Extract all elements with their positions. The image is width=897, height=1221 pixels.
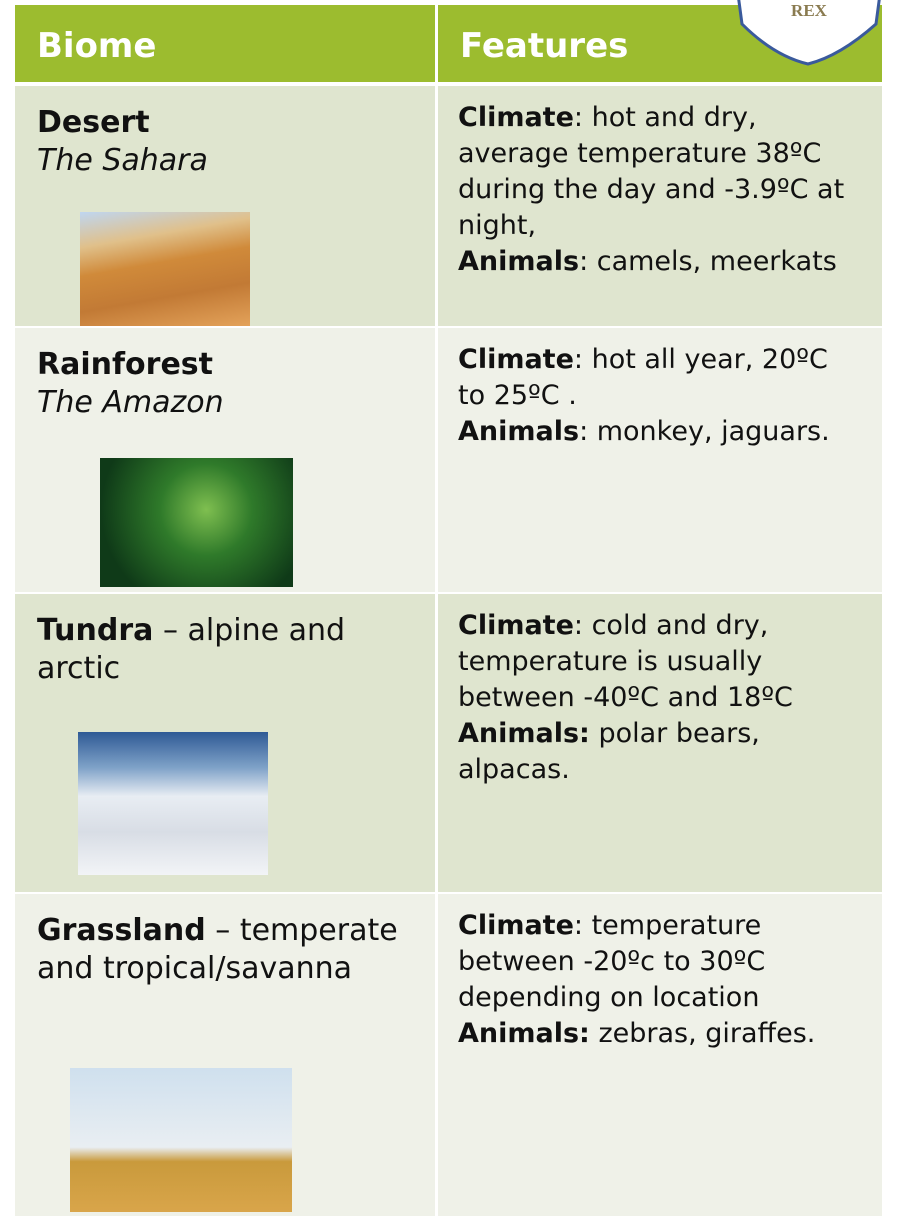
label: Climate (458, 910, 574, 941)
grassland-photo (70, 1068, 292, 1212)
page: Biome Features REX DesertThe Sahara Clim… (0, 0, 897, 1221)
label: Climate (458, 344, 574, 375)
desert-photo (80, 212, 250, 326)
text: : camels, meerkats (579, 246, 837, 277)
text: : monkey, jaguars. (579, 416, 830, 447)
header-text: Biome (37, 26, 156, 66)
label: Animals: (458, 1018, 590, 1049)
tundra-photo (78, 732, 268, 875)
crest-text: REX (791, 1, 828, 20)
label: Animals (458, 246, 579, 277)
label: Climate (458, 102, 574, 133)
label: Animals: (458, 718, 590, 749)
label: Climate (458, 610, 574, 641)
label: Animals (458, 416, 579, 447)
text: zebras, giraffes. (590, 1018, 816, 1049)
features-cell: Climate: temperature between -20ºc to 30… (438, 894, 882, 1216)
biome-subtitle: The Sahara (37, 143, 208, 178)
biome-name: Rainforest (37, 347, 213, 382)
features-cell: Climate: cold and dry, temperature is us… (438, 594, 882, 892)
biome-name: Grassland (37, 913, 206, 948)
biome-name: Desert (37, 105, 150, 140)
rainforest-photo (100, 458, 293, 587)
biome-subtitle: The Amazon (37, 385, 224, 420)
features-cell: Climate: hot and dry, average temperatur… (438, 86, 882, 326)
header-text: Features (460, 26, 628, 66)
biome-name: Tundra (37, 613, 153, 648)
features-cell: Climate: hot all year, 20ºC to 25ºC .Ani… (438, 328, 882, 592)
header-cell: Biome (15, 5, 435, 82)
crest: REX (730, 0, 890, 66)
